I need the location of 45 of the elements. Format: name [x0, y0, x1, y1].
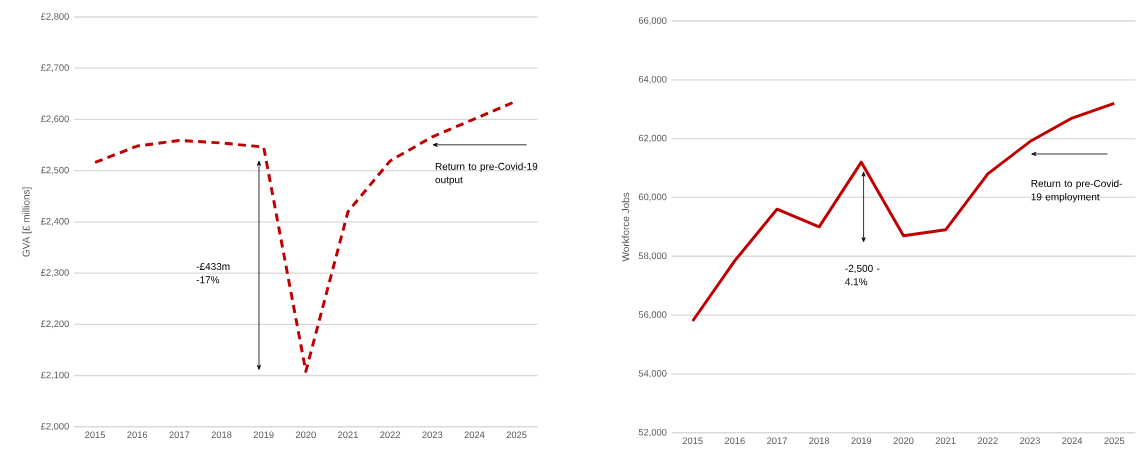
- x-tick-label: 2020: [893, 437, 914, 445]
- y-tick-label: £2,800: [41, 13, 69, 21]
- x-tick-label: 2022: [380, 431, 401, 439]
- x-tick-label: 2024: [1062, 437, 1083, 445]
- x-tick-label: 2016: [127, 431, 148, 439]
- y-tick-label: 60,000: [638, 193, 667, 202]
- annotation: -£433m -17%: [196, 263, 230, 284]
- x-tick-label: 2021: [338, 431, 358, 439]
- annotation: -2,500 -4.1%: [845, 264, 880, 286]
- y-tick-label: £2,700: [41, 64, 69, 73]
- annotation: Return to pre-Covid-19 output: [435, 162, 538, 186]
- y-axis-title: Workforce Jobs: [621, 192, 630, 262]
- y-tick-label: £2,200: [41, 320, 69, 329]
- annotation: Return to pre-Covid-19 employment: [1031, 179, 1122, 203]
- x-tick-label: 2016: [724, 437, 745, 445]
- x-tick-label: 2020: [295, 431, 316, 439]
- y-tick-label: £2,400: [41, 218, 69, 226]
- x-tick-label: 2015: [85, 431, 106, 439]
- y-tick-label: 64,000: [638, 76, 667, 84]
- y-tick-label: £2,600: [41, 115, 69, 124]
- y-tick-label: £2,300: [41, 269, 69, 278]
- x-tick-label: 2025: [1104, 437, 1125, 445]
- y-tick-label: 54,000: [638, 370, 667, 378]
- x-tick-label: 2017: [169, 431, 190, 439]
- x-tick-label: 2018: [211, 431, 232, 439]
- x-tick-label: 2019: [253, 431, 274, 439]
- x-tick-label: 2022: [977, 437, 998, 445]
- y-tick-label: 52,000: [638, 429, 667, 437]
- y-tick-label: 66,000: [638, 17, 667, 25]
- x-tick-label: 2021: [935, 437, 956, 445]
- y-tick-label: 62,000: [638, 134, 667, 143]
- y-tick-label: £2,000: [41, 423, 69, 431]
- x-tick-label: 2025: [506, 431, 527, 439]
- x-tick-label: 2019: [851, 437, 872, 445]
- x-tick-label: 2023: [422, 431, 443, 439]
- x-tick-label: 2018: [809, 437, 830, 445]
- y-axis-title: GVA [£ millions]: [22, 187, 32, 257]
- x-tick-label: 2017: [767, 437, 787, 445]
- y-tick-label: £2,100: [41, 371, 69, 380]
- y-tick-label: 58,000: [638, 252, 667, 261]
- x-tick-label: 2023: [1020, 437, 1040, 445]
- x-tick-label: 2015: [682, 437, 703, 445]
- y-tick-label: £2,500: [41, 166, 69, 175]
- y-tick-label: 56,000: [638, 311, 667, 320]
- x-tick-label: 2024: [464, 431, 485, 439]
